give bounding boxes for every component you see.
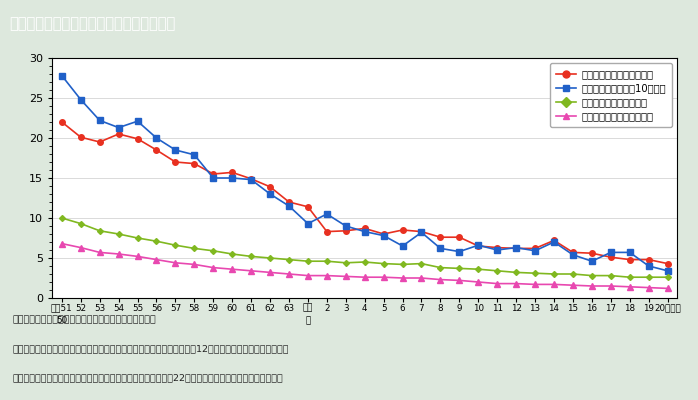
Text: ３．周産期死亡率における出産は，出生数に妊娠満22週以後の死産数を加えたものである。: ３．周産期死亡率における出産は，出生数に妊娠満22週以後の死産数を加えたものであ… — [13, 373, 283, 382]
Text: ２．妊産婦死亡率における出産は，出生数に死産数（妊娠満12週以後）を加えたものである。: ２．妊産婦死亡率における出産は，出生数に死産数（妊娠満12週以後）を加えたもので… — [13, 344, 289, 353]
Text: 元: 元 — [305, 316, 311, 325]
Text: 50: 50 — [57, 316, 68, 325]
Legend: 周産期死亡率（出産千対）, 妊産婦死亡率（出産10万対）, 乳児死亡率（出生千対）, 新生児死亡率（出生千対）: 周産期死亡率（出産千対）, 妊産婦死亡率（出産10万対）, 乳児死亡率（出生千対… — [551, 63, 672, 127]
Text: 第１－７－１図　母子保健関係指標の推移: 第１－７－１図 母子保健関係指標の推移 — [9, 16, 175, 32]
Text: （備考）　１．厚生労働省「人口動態統計」より作成。: （備考） １．厚生労働省「人口動態統計」より作成。 — [13, 316, 156, 324]
